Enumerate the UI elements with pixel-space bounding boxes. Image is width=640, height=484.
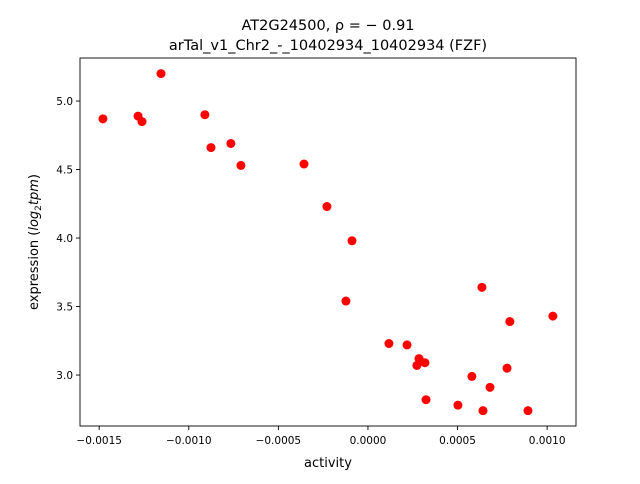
- data-point: [384, 339, 394, 349]
- data-point: [98, 114, 108, 124]
- data-point: [200, 110, 210, 120]
- data-point: [502, 363, 512, 373]
- data-point: [453, 400, 463, 410]
- points-layer: [98, 69, 558, 416]
- data-point: [236, 160, 246, 170]
- data-point: [420, 358, 430, 368]
- chart-title-line2: arTal_v1_Chr2_-_10402934_10402934 (FZF): [169, 38, 487, 54]
- y-tick-label: 4.0: [56, 233, 73, 245]
- data-point: [137, 117, 147, 127]
- data-point: [467, 371, 477, 381]
- data-point: [548, 311, 558, 321]
- y-tick-label: 3.5: [56, 302, 73, 314]
- y-tick-label: 5.0: [56, 96, 73, 108]
- x-tick-label: −0.0015: [76, 435, 122, 447]
- plot-area-frame: [79, 57, 577, 427]
- y-axis-label: expression (log2tpm): [27, 174, 44, 310]
- x-tick-label: 0.0000: [350, 435, 387, 447]
- data-point: [206, 143, 216, 153]
- x-tick-label: −0.0005: [256, 435, 302, 447]
- y-tick-label: 4.5: [56, 165, 73, 177]
- x-axis-label: activity: [304, 456, 352, 471]
- data-point: [156, 69, 166, 79]
- x-tick-label: −0.0010: [166, 435, 212, 447]
- data-point: [523, 406, 533, 416]
- data-point: [505, 317, 515, 327]
- data-point: [478, 406, 488, 416]
- data-point: [322, 202, 332, 212]
- data-point: [412, 360, 422, 370]
- x-axis: −0.0015 −0.0010 −0.0005 0.0000 0.0005 0.0010: [76, 426, 566, 447]
- data-point: [485, 382, 495, 392]
- data-point: [347, 236, 357, 246]
- data-point: [299, 159, 309, 169]
- data-point: [421, 395, 431, 405]
- x-tick-label: 0.0010: [529, 435, 566, 447]
- data-point: [402, 340, 412, 350]
- chart-title-line1: AT2G24500, ρ = − 0.91: [241, 18, 414, 34]
- data-point: [477, 282, 487, 292]
- x-tick-label: 0.0005: [439, 435, 476, 447]
- data-point: [341, 296, 351, 306]
- y-tick-label: 3.0: [56, 370, 73, 382]
- data-point: [226, 138, 236, 148]
- y-axis: 3.0 3.5 4.0 4.5 5.0: [56, 96, 80, 382]
